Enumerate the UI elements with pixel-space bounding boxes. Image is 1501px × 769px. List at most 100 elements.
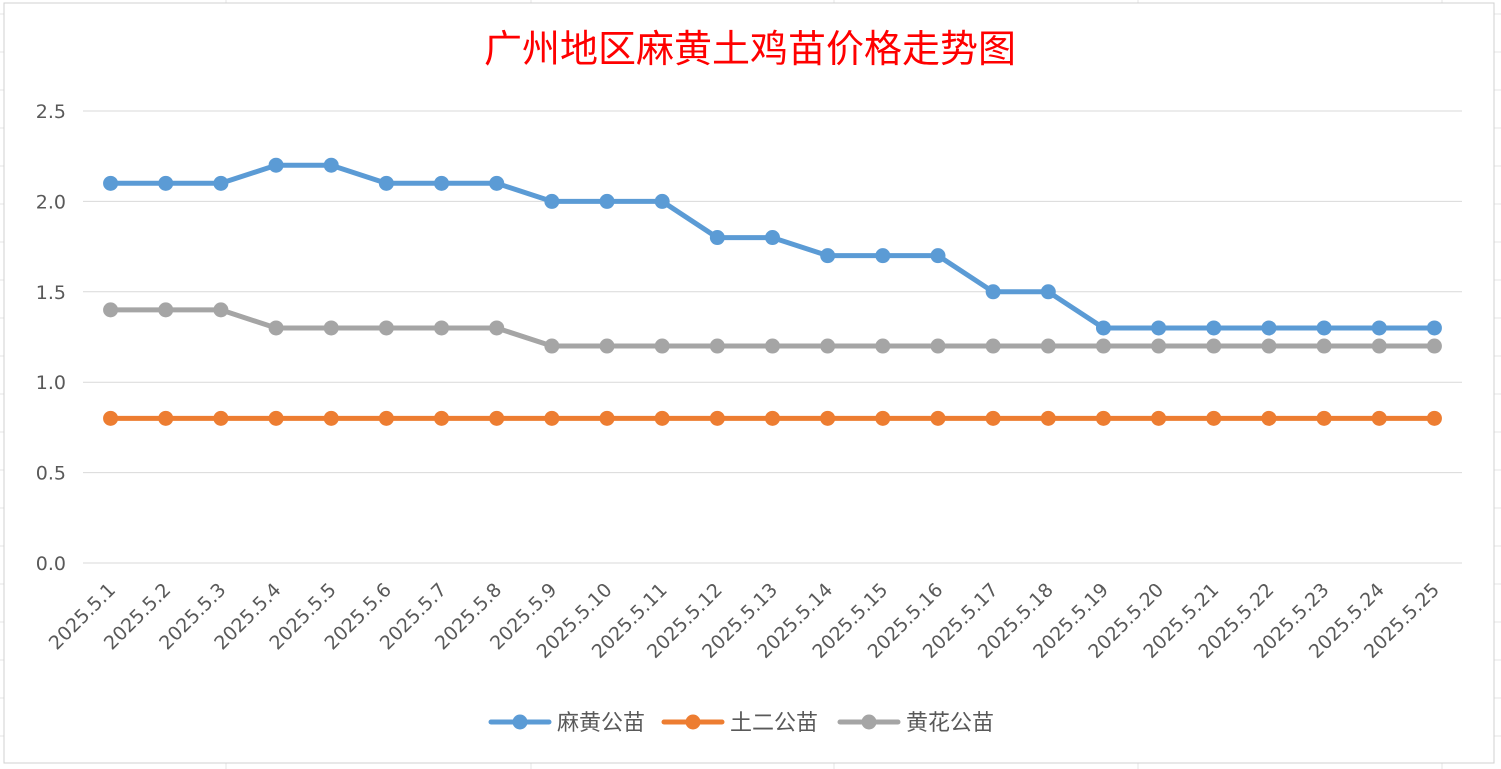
legend-swatch-marker bbox=[685, 714, 701, 730]
data-point bbox=[709, 338, 725, 354]
legend-item[interactable]: 麻黄公苗 bbox=[488, 711, 645, 736]
data-point bbox=[378, 320, 394, 336]
data-point bbox=[378, 175, 394, 191]
data-point bbox=[1206, 320, 1222, 336]
data-point bbox=[1316, 338, 1332, 354]
data-point bbox=[875, 248, 891, 264]
data-point bbox=[1040, 338, 1056, 354]
data-point bbox=[1426, 410, 1442, 426]
legend-item[interactable]: 黄花公苗 bbox=[837, 711, 994, 736]
legend-item[interactable]: 土二公苗 bbox=[661, 711, 818, 736]
data-point bbox=[654, 193, 670, 209]
data-point bbox=[1316, 320, 1332, 336]
data-point bbox=[1371, 338, 1387, 354]
data-point bbox=[930, 338, 946, 354]
data-point bbox=[930, 410, 946, 426]
data-point bbox=[158, 175, 174, 191]
data-point bbox=[1371, 320, 1387, 336]
chart-title: 广州地区麻黄土鸡苗价格走势图 bbox=[484, 27, 1016, 71]
data-point bbox=[1151, 410, 1167, 426]
data-point bbox=[985, 338, 1001, 354]
data-point bbox=[158, 410, 174, 426]
legend-label: 黄花公苗 bbox=[906, 711, 994, 736]
data-point bbox=[709, 410, 725, 426]
data-point bbox=[434, 175, 450, 191]
legend-label: 麻黄公苗 bbox=[557, 711, 645, 736]
data-point bbox=[213, 410, 229, 426]
data-point bbox=[654, 338, 670, 354]
y-axis-tick-labels: 0.0 0.5 1.0 1.5 2.0 2.5 bbox=[36, 101, 66, 575]
data-point bbox=[268, 410, 284, 426]
data-point bbox=[765, 410, 780, 426]
data-point bbox=[489, 175, 505, 191]
data-point bbox=[985, 284, 1001, 300]
data-point bbox=[158, 302, 174, 318]
data-point bbox=[103, 302, 119, 318]
series-group bbox=[103, 302, 1442, 354]
data-point bbox=[1261, 338, 1277, 354]
data-point bbox=[378, 410, 394, 426]
data-point bbox=[323, 157, 339, 173]
data-point bbox=[1426, 338, 1442, 354]
y-tick-label: 1.5 bbox=[36, 282, 66, 304]
series-group bbox=[103, 157, 1442, 336]
data-point bbox=[1206, 338, 1222, 354]
data-point bbox=[1261, 410, 1277, 426]
legend-swatch-marker bbox=[512, 714, 528, 730]
data-point bbox=[544, 410, 560, 426]
legend-label: 土二公苗 bbox=[730, 711, 818, 736]
data-point bbox=[875, 338, 891, 354]
data-point bbox=[1040, 284, 1056, 300]
data-point bbox=[323, 410, 339, 426]
data-point bbox=[654, 410, 670, 426]
legend-swatch-marker bbox=[861, 714, 877, 730]
data-point bbox=[820, 248, 836, 264]
y-tick-label: 2.0 bbox=[36, 191, 66, 213]
legend[interactable]: 麻黄公苗 土二公苗 黄花公苗 bbox=[488, 711, 994, 736]
data-point bbox=[1371, 410, 1387, 426]
data-point bbox=[213, 175, 229, 191]
y-gridlines bbox=[83, 110, 1462, 564]
data-point bbox=[213, 302, 229, 318]
data-point bbox=[489, 410, 505, 426]
data-point bbox=[103, 410, 119, 426]
data-point bbox=[709, 230, 725, 246]
data-point bbox=[1206, 410, 1222, 426]
y-tick-label: 0.5 bbox=[36, 463, 66, 485]
data-point bbox=[1151, 320, 1167, 336]
data-point bbox=[434, 410, 450, 426]
data-point bbox=[1095, 338, 1111, 354]
data-point bbox=[434, 320, 450, 336]
data-point bbox=[599, 193, 615, 209]
data-point bbox=[820, 410, 836, 426]
data-point bbox=[1040, 410, 1056, 426]
data-point bbox=[599, 410, 615, 426]
y-tick-label: 1.0 bbox=[36, 372, 66, 394]
data-point bbox=[599, 338, 615, 354]
data-point bbox=[1261, 320, 1277, 336]
data-point bbox=[1426, 320, 1442, 336]
data-point bbox=[985, 410, 1001, 426]
y-tick-label: 0.0 bbox=[36, 553, 66, 575]
data-point bbox=[1316, 410, 1332, 426]
series-layer bbox=[103, 157, 1442, 426]
data-point bbox=[765, 338, 780, 354]
data-point bbox=[544, 338, 560, 354]
data-point bbox=[1095, 320, 1111, 336]
data-point bbox=[765, 230, 780, 246]
data-point bbox=[544, 193, 560, 209]
data-point bbox=[268, 320, 284, 336]
data-point bbox=[489, 320, 505, 336]
data-point bbox=[875, 410, 891, 426]
data-point bbox=[1095, 410, 1111, 426]
data-point bbox=[268, 157, 284, 173]
data-point bbox=[323, 320, 339, 336]
chart-area-frame[interactable] bbox=[3, 2, 1495, 764]
data-point bbox=[1151, 338, 1167, 354]
data-point bbox=[103, 175, 119, 191]
y-tick-label: 2.5 bbox=[36, 101, 66, 123]
data-point bbox=[930, 248, 946, 264]
series-group bbox=[103, 410, 1442, 426]
data-point bbox=[820, 338, 836, 354]
